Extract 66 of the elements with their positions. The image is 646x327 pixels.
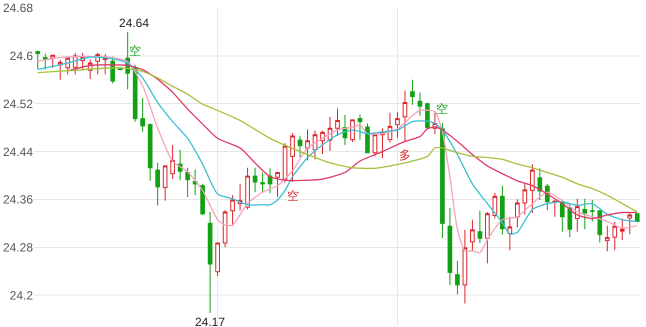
y-tick-label: 24.36 — [2, 192, 34, 207]
annotation: 空 — [287, 189, 299, 203]
annotation: 空 — [129, 44, 141, 58]
candlestick — [455, 260, 460, 295]
candlestick — [192, 168, 198, 196]
candlestick — [530, 164, 535, 214]
candlestick — [567, 203, 572, 238]
candlestick — [282, 142, 288, 184]
candlestick — [215, 242, 220, 276]
y-tick-label: 24.52 — [2, 96, 34, 111]
y-tick-label: 24.44 — [2, 144, 34, 159]
candlestick — [335, 108, 340, 136]
candlestick — [140, 97, 145, 132]
candlestick — [440, 122, 445, 239]
candlestick — [222, 210, 228, 248]
candlestick — [305, 128, 310, 162]
candlestick — [298, 136, 302, 158]
candlestick — [402, 90, 408, 142]
candlestick — [230, 194, 235, 226]
candlestick — [358, 114, 362, 140]
annotation: 空 — [436, 102, 448, 116]
candlestick — [162, 165, 168, 202]
candlestick — [582, 198, 588, 230]
candlestick — [448, 207, 452, 286]
candlestick — [245, 167, 250, 210]
candlestick — [410, 79, 415, 106]
candlestick — [552, 199, 558, 218]
candlestick — [42, 52, 48, 70]
candlestick — [312, 130, 318, 160]
candlestick — [500, 185, 505, 236]
candlestick — [260, 172, 265, 193]
y-tick-label: 24.68 — [2, 1, 34, 16]
candlestick — [462, 229, 468, 304]
candlestick — [155, 162, 160, 206]
candlestick — [470, 219, 475, 252]
y-tick-label: 24.28 — [2, 240, 34, 254]
candlestick — [612, 222, 618, 251]
candlestick — [620, 218, 625, 241]
annotation: 24.64 — [119, 16, 150, 30]
candlestick — [252, 167, 258, 193]
y-tick-label: 24.6 — [10, 49, 34, 64]
candlestick — [35, 50, 40, 70]
candlestick — [148, 122, 152, 182]
candlestick — [208, 211, 212, 314]
annotation: 24.17 — [195, 315, 226, 327]
candlestick — [538, 168, 542, 200]
candlestick — [395, 112, 400, 138]
candlestick — [604, 225, 610, 252]
annotation: 多 — [399, 148, 411, 162]
candlestick — [388, 112, 392, 144]
candlestick — [522, 182, 528, 215]
candlestick — [185, 167, 190, 198]
candlestick — [372, 132, 378, 157]
candlestick — [418, 92, 422, 116]
candlestick — [478, 210, 482, 244]
candlestick — [627, 212, 632, 235]
candlestick — [590, 199, 595, 222]
candlestick — [365, 122, 370, 154]
y-tick-label: 24.2 — [10, 288, 34, 302]
candlestick — [485, 211, 490, 264]
candlestick — [170, 144, 175, 180]
candlestick — [290, 132, 295, 183]
candlestick — [275, 172, 280, 198]
candlestick — [268, 168, 272, 194]
candlestick — [515, 198, 520, 228]
candlestick — [508, 216, 512, 251]
